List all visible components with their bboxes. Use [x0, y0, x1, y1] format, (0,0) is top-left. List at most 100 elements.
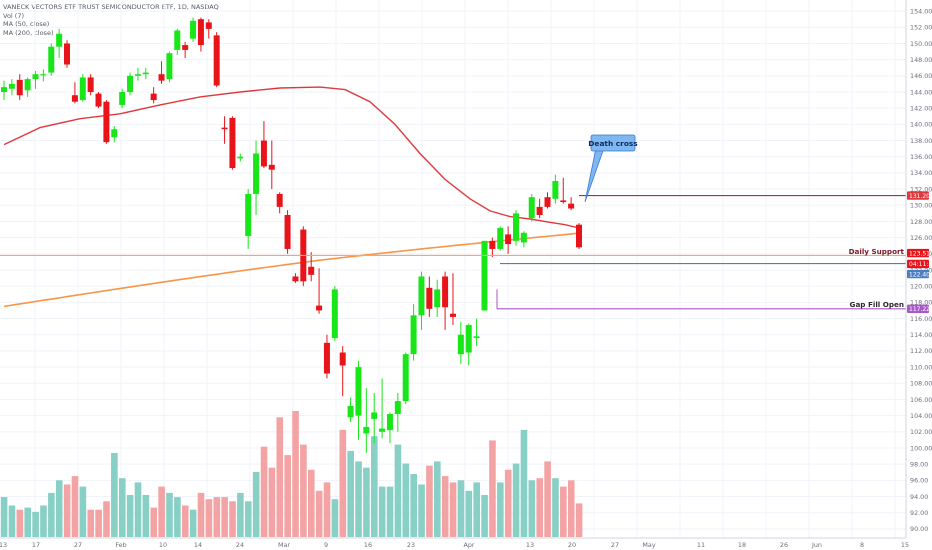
volume-bar [126, 495, 134, 537]
candle [190, 17, 197, 42]
legend-ma50: MA (50, close) [3, 20, 50, 29]
volume-bar [16, 509, 24, 537]
price-tick-label: 102.00 [910, 428, 932, 436]
gap-price-tag-label: 117.22 [909, 306, 930, 313]
price-tick-label: 128.00 [910, 218, 932, 226]
volume-bar [276, 417, 284, 537]
volume-bar [118, 478, 126, 537]
gap-fill-label: Gap Fill Open [850, 300, 904, 309]
price-tick-label: 106.00 [910, 396, 932, 404]
candle [505, 226, 512, 254]
candle [64, 40, 71, 68]
volume-bar [292, 411, 299, 537]
date-tick-label: 13 [0, 541, 7, 549]
candle [158, 61, 165, 84]
volume-bar [174, 497, 181, 537]
volume-bar [150, 507, 158, 537]
candle [308, 252, 315, 282]
price-tick-label: 152.00 [910, 24, 932, 32]
candle [355, 360, 362, 440]
volume-bar [63, 484, 71, 537]
candle [253, 140, 260, 215]
grid [0, 0, 906, 538]
candle [497, 226, 504, 251]
date-tick-label: Jun [811, 541, 822, 549]
price-tick-label: 112.00 [910, 347, 932, 355]
volume-bar [252, 471, 260, 537]
candle [418, 271, 425, 330]
volume-bar [142, 495, 150, 537]
candle [32, 70, 39, 89]
candle [8, 79, 15, 96]
resistance-price-tag [907, 191, 929, 200]
candle [402, 352, 409, 405]
volume-bar [48, 492, 55, 537]
volume-bar [95, 509, 102, 537]
candle [379, 378, 386, 439]
volume-bar [410, 474, 417, 537]
date-tick-label: 10 [159, 541, 167, 549]
price-tick-label: 154.00 [910, 7, 932, 15]
candle [142, 67, 149, 80]
volume-bar [268, 467, 276, 537]
volume-bar [197, 492, 205, 537]
candle [221, 116, 228, 144]
candle [276, 192, 283, 214]
volume-bar [536, 478, 544, 537]
price-tick-label: 94.00 [910, 493, 928, 501]
candle [292, 273, 299, 283]
candle [394, 392, 401, 432]
volume-bar [481, 495, 488, 537]
price-tick-label: 150.00 [910, 40, 932, 48]
candle [339, 346, 346, 397]
candle [16, 74, 23, 101]
volume-bar [520, 429, 528, 537]
date-tick-label: Apr [463, 541, 474, 549]
resistance-price-tag-label: 131.20 [909, 193, 930, 200]
candle [127, 72, 134, 96]
volume-bar [237, 492, 244, 537]
volume-bar [355, 461, 362, 537]
date-tick-label: 23 [407, 541, 415, 549]
candle [95, 92, 102, 109]
volume-bar [40, 505, 47, 537]
candle [489, 237, 496, 258]
death-cross-callout[interactable]: Death cross [584, 134, 638, 203]
volume-bar [166, 492, 173, 537]
volume-bar [497, 482, 504, 537]
candle [371, 392, 378, 444]
candle [229, 116, 236, 170]
candle [205, 19, 212, 39]
date-tick-label: 26 [780, 541, 788, 549]
candle [347, 397, 354, 423]
volume-bar [371, 436, 378, 537]
candle [174, 28, 181, 55]
candle [48, 43, 55, 76]
date-tick-label: Feb [115, 541, 126, 549]
volume-bar [402, 463, 410, 537]
candle [442, 271, 449, 330]
date-tick-label: Mar [278, 541, 290, 549]
candle [237, 153, 244, 162]
price-tick-label: 130.00 [910, 202, 932, 210]
volume-bar [79, 486, 87, 537]
candle [576, 223, 582, 249]
volume-bar [489, 440, 496, 537]
price-tick-label: 142.00 [910, 104, 932, 112]
volume-bar [386, 486, 394, 537]
price-tick-label: 98.00 [910, 460, 928, 468]
candle [182, 41, 189, 59]
volume-bar [331, 499, 339, 537]
volume-bar [378, 486, 386, 537]
date-tick-label: 17 [32, 541, 40, 549]
price-tick-label: 146.00 [910, 72, 932, 80]
candle [363, 388, 370, 453]
price-tick-label: 148.00 [910, 56, 932, 64]
candle [245, 189, 252, 249]
candle [386, 412, 393, 444]
volume-bar [504, 469, 512, 537]
price-tick-label: 138.00 [910, 137, 932, 145]
candle [568, 197, 575, 211]
candle [1, 80, 7, 101]
